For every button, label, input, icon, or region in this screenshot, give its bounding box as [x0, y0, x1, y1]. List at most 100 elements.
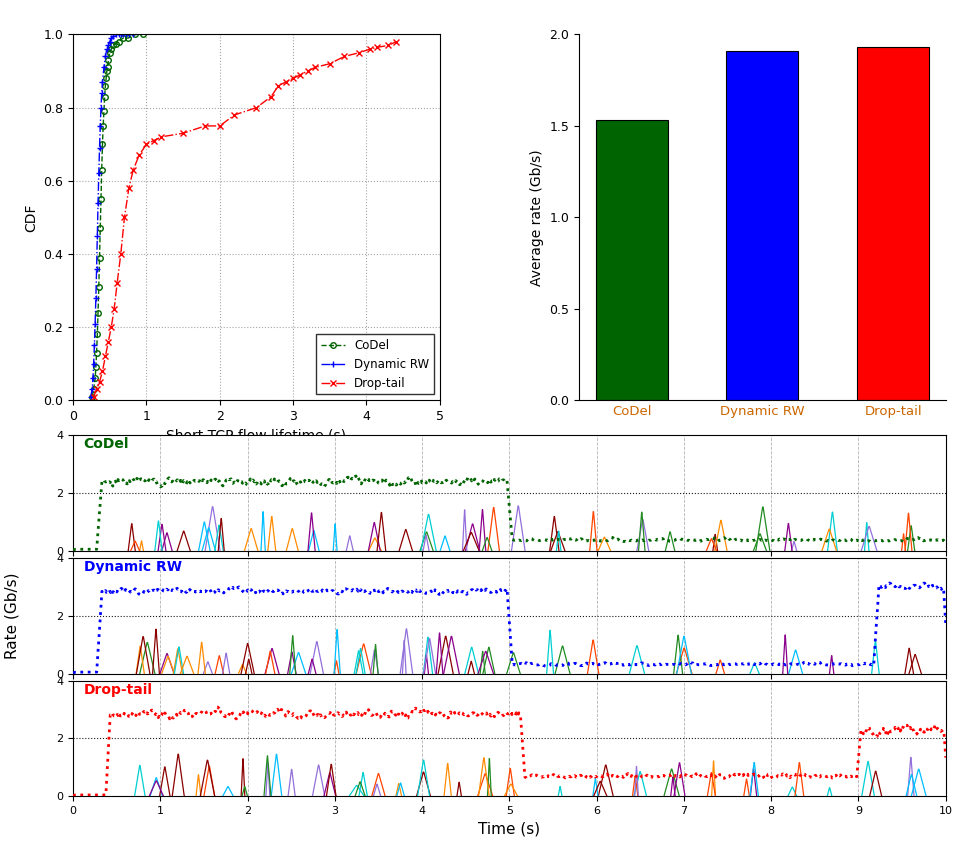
Dynamic RW [94, 143, 105, 153]
X-axis label: Short TCP flow lifetime (s): Short TCP flow lifetime (s) [167, 429, 346, 443]
Dynamic RW [85, 392, 97, 402]
CoDel [93, 282, 104, 292]
Drop-tail [273, 80, 285, 90]
Drop-tail [353, 47, 365, 58]
CoDel [136, 29, 148, 40]
CoDel [97, 139, 108, 150]
Y-axis label: Average rate (Gb/s): Average rate (Gb/s) [529, 149, 544, 286]
Drop-tail [91, 384, 102, 394]
Text: Rate (Gb/s): Rate (Gb/s) [4, 573, 20, 659]
Drop-tail [365, 44, 376, 54]
Drop-tail [102, 337, 114, 347]
Dynamic RW [115, 29, 127, 40]
Drop-tail [128, 164, 139, 175]
Drop-tail [140, 139, 152, 150]
X-axis label: Time (s): Time (s) [479, 821, 540, 837]
CoDel [98, 121, 109, 131]
Dynamic RW [93, 197, 104, 208]
Drop-tail [228, 110, 240, 121]
Dynamic RW [96, 88, 107, 98]
Drop-tail [251, 102, 262, 113]
Dynamic RW [87, 384, 98, 394]
CoDel [100, 73, 112, 84]
CoDel [94, 252, 105, 263]
CoDel [90, 374, 101, 384]
Dynamic RW [88, 358, 99, 369]
Dynamic RW [95, 121, 106, 131]
Dynamic RW [101, 44, 113, 54]
CoDel [107, 40, 119, 51]
Line: Drop-tail: Drop-tail [90, 38, 399, 400]
CoDel [104, 47, 116, 58]
CoDel [92, 329, 103, 339]
Dynamic RW [110, 29, 122, 40]
Drop-tail [324, 59, 335, 69]
Drop-tail [155, 132, 167, 142]
Bar [857, 47, 929, 400]
Dynamic RW [87, 374, 98, 384]
CoDel [117, 33, 129, 43]
Dynamic RW [97, 77, 108, 87]
Drop-tail [123, 183, 135, 194]
Bar [596, 121, 668, 400]
Dynamic RW [93, 169, 104, 179]
Drop-tail [108, 304, 120, 314]
Drop-tail [302, 66, 314, 77]
Dynamic RW [92, 231, 103, 241]
Drop-tail [111, 278, 123, 288]
Dynamic RW [90, 319, 101, 329]
Dynamic RW [123, 29, 135, 40]
Dynamic RW [128, 29, 139, 40]
CoDel [101, 66, 113, 77]
Dynamic RW [102, 40, 114, 51]
CoDel [95, 223, 106, 233]
CoDel [99, 80, 111, 90]
Drop-tail [390, 37, 402, 47]
Text: Drop-tail: Drop-tail [84, 683, 153, 697]
Text: Dynamic RW: Dynamic RW [84, 560, 181, 573]
Drop-tail [97, 366, 108, 376]
CoDel [110, 39, 122, 49]
Dynamic RW [104, 37, 116, 47]
Drop-tail [309, 62, 321, 72]
Drop-tail [280, 77, 292, 87]
Dynamic RW [89, 340, 100, 350]
Dynamic RW [117, 29, 129, 40]
Dynamic RW [98, 62, 110, 72]
Drop-tail [119, 213, 131, 223]
CoDel [90, 362, 101, 373]
CoDel [93, 307, 104, 318]
CoDel [122, 33, 134, 43]
CoDel [96, 164, 107, 175]
Drop-tail [371, 42, 383, 53]
CoDel [105, 44, 117, 54]
CoDel [91, 348, 102, 358]
Line: Dynamic RW: Dynamic RW [87, 31, 136, 400]
Text: CoDel: CoDel [84, 437, 129, 451]
Dynamic RW [90, 293, 101, 303]
Drop-tail [105, 322, 117, 332]
Legend: CoDel, Dynamic RW, Drop-tail: CoDel, Dynamic RW, Drop-tail [316, 334, 434, 394]
Drop-tail [265, 91, 277, 102]
CoDel [96, 194, 107, 204]
Dynamic RW [120, 29, 132, 40]
Drop-tail [199, 121, 211, 131]
Drop-tail [115, 249, 127, 259]
Line: CoDel: CoDel [90, 32, 145, 400]
CoDel [98, 91, 110, 102]
Dynamic RW [107, 31, 119, 41]
CoDel [88, 384, 99, 394]
Drop-tail [148, 135, 160, 146]
Dynamic RW [96, 102, 107, 113]
Drop-tail [99, 351, 111, 362]
CoDel [130, 29, 141, 40]
Bar [726, 51, 799, 400]
Dynamic RW [113, 29, 125, 40]
Drop-tail [177, 128, 189, 139]
Drop-tail [214, 121, 225, 131]
Dynamic RW [105, 33, 117, 43]
CoDel [87, 392, 98, 402]
Drop-tail [94, 377, 105, 387]
CoDel [98, 106, 110, 116]
Dynamic RW [91, 263, 102, 274]
